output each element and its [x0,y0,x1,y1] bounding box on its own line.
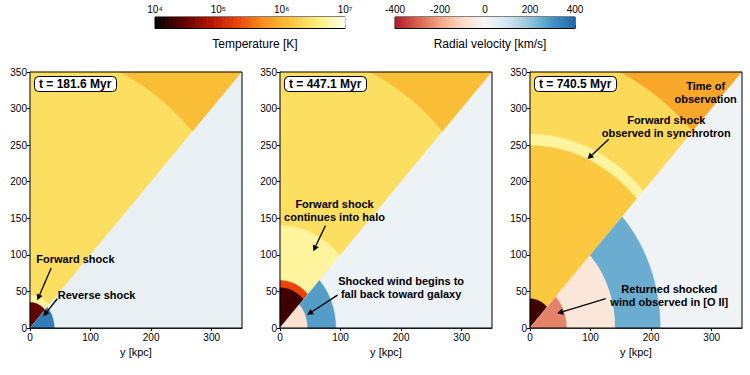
svg-text:Temperature [K]: Temperature [K] [212,37,297,51]
svg-text:100: 100 [510,249,527,260]
svg-text:continues into halo: continues into halo [284,211,385,223]
svg-text:200: 200 [260,176,277,187]
svg-text:50: 50 [516,286,528,297]
svg-text:100: 100 [260,249,277,260]
svg-text:-200: -200 [430,4,450,15]
svg-text:200: 200 [143,332,160,343]
svg-text:t = 740.5 Myr: t = 740.5 Myr [539,77,612,91]
svg-text:0: 0 [277,332,283,343]
svg-text:200: 200 [393,332,410,343]
svg-text:observation: observation [674,93,737,105]
svg-text:0: 0 [521,322,527,334]
svg-text:200: 200 [10,176,27,187]
svg-text:Returned shocked: Returned shocked [621,283,717,295]
svg-text:wind observed in [O II]: wind observed in [O II] [609,296,728,308]
svg-text:0: 0 [27,332,33,343]
svg-text:300: 300 [703,332,720,343]
svg-text:350: 350 [510,67,527,78]
svg-text:300: 300 [10,103,27,114]
svg-text:0: 0 [527,332,533,343]
svg-text:-400: -400 [385,4,405,15]
svg-text:150: 150 [10,213,27,224]
svg-text:y [kpc]: y [kpc] [370,346,402,358]
svg-text:0: 0 [271,322,277,334]
svg-text:300: 300 [203,332,220,343]
svg-text:300: 300 [510,103,527,114]
svg-text:y [kpc]: y [kpc] [620,346,652,358]
svg-text:300: 300 [260,103,277,114]
svg-text:0: 0 [482,4,488,15]
svg-text:250: 250 [10,140,27,151]
svg-text:100: 100 [582,332,599,343]
svg-text:Shocked wind begins to: Shocked wind begins to [338,275,464,287]
svg-text:Forward shock: Forward shock [36,253,115,265]
svg-text:100: 100 [10,249,27,260]
svg-text:100: 100 [332,332,349,343]
svg-text:50: 50 [16,286,28,297]
svg-text:10⁴: 10⁴ [147,4,162,15]
svg-text:Forward shock: Forward shock [627,114,706,126]
svg-text:10⁷: 10⁷ [338,4,353,15]
svg-text:350: 350 [10,67,27,78]
svg-text:Time of: Time of [686,80,725,92]
svg-text:200: 200 [643,332,660,343]
svg-text:t = 181.6 Myr: t = 181.6 Myr [39,77,112,91]
svg-text:y [kpc]: y [kpc] [120,346,152,358]
svg-text:200: 200 [522,4,539,15]
svg-text:Forward shock: Forward shock [295,198,374,210]
svg-text:0: 0 [21,322,27,334]
svg-text:t = 447.1 Myr: t = 447.1 Myr [289,77,362,91]
svg-text:150: 150 [260,213,277,224]
svg-text:observed in synchrotron: observed in synchrotron [602,127,731,139]
svg-text:Radial velocity [km/s]: Radial velocity [km/s] [434,37,547,51]
svg-text:250: 250 [510,140,527,151]
svg-text:100: 100 [82,332,99,343]
svg-text:50: 50 [266,286,278,297]
svg-text:Reverse shock: Reverse shock [58,289,137,301]
svg-text:10⁶: 10⁶ [274,4,289,15]
svg-text:10⁵: 10⁵ [211,4,226,15]
svg-text:fall back toward galaxy: fall back toward galaxy [341,288,462,300]
svg-text:200: 200 [510,176,527,187]
svg-text:350: 350 [260,67,277,78]
svg-text:150: 150 [510,213,527,224]
svg-text:400: 400 [567,4,584,15]
svg-text:300: 300 [453,332,470,343]
svg-text:250: 250 [260,140,277,151]
